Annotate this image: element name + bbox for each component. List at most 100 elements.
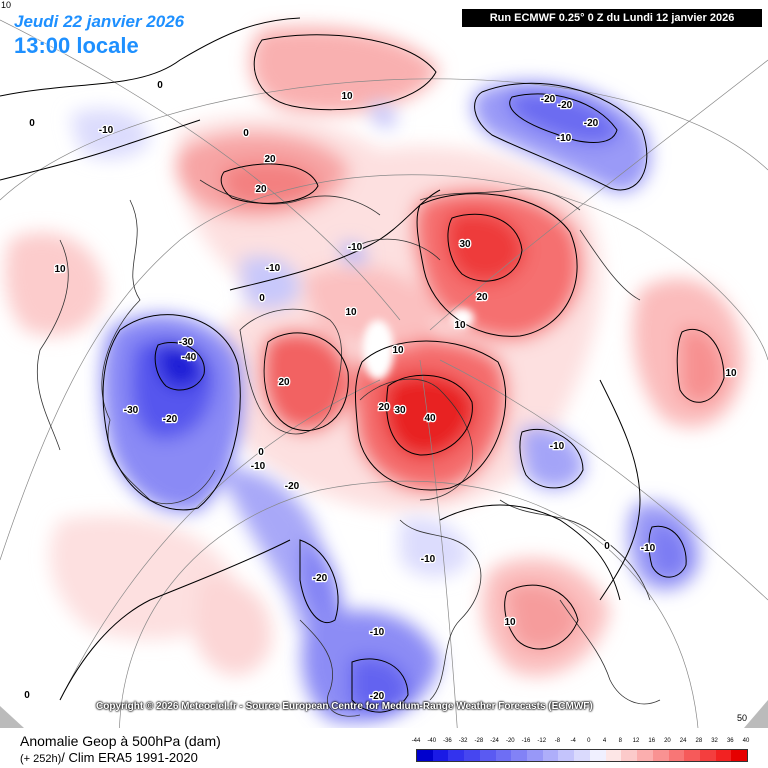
contour-label: -10 — [99, 125, 114, 136]
contour-label: 10 — [54, 264, 66, 275]
contour-label: 40 — [424, 413, 436, 424]
legend-swatch — [495, 750, 512, 761]
contour-label: -20 — [285, 481, 300, 492]
contour-label: 20 — [378, 402, 390, 413]
corner-label-top-left: 10 — [1, 0, 12, 10]
copyright-notice: Copyright © 2026 Meteociel.fr - Source E… — [96, 701, 593, 712]
contour-label: 10 — [341, 91, 353, 102]
contour-label: -10 — [421, 554, 436, 565]
corner-hatch-left — [0, 706, 24, 728]
legend-swatch — [417, 750, 433, 761]
contour-label: 0 — [259, 293, 265, 304]
corner-label-bottom-right: 50 — [737, 713, 748, 723]
contour-label: -10 — [557, 133, 572, 144]
contour-label: 20 — [278, 377, 290, 388]
legend-label: -16 — [521, 738, 531, 744]
legend-swatch — [605, 750, 622, 761]
contour-label: 20 — [476, 292, 488, 303]
legend-label: -44 — [411, 738, 421, 744]
legend-swatch — [621, 750, 638, 761]
contour-label: 10 — [725, 368, 737, 379]
legend-label: 16 — [648, 738, 656, 744]
legend-swatch — [589, 750, 606, 761]
legend-swatch — [542, 750, 559, 761]
contour-label: 0 — [258, 447, 264, 458]
valid-date: Jeudi 22 janvier 2026 — [14, 12, 185, 31]
graticule — [0, 19, 768, 768]
contour-label: -20 — [558, 100, 573, 111]
contour-label: -10 — [348, 242, 363, 253]
contour-label: 0 — [24, 690, 30, 701]
contour-label: 0 — [243, 128, 249, 139]
legend-scale-labels: -44 -40 -36 -32 -28 -24 -20 -16 -12 -8 -4 0 4 8 12 16 20… — [412, 738, 750, 748]
legend-swatch — [731, 750, 748, 761]
valid-time: 13:00 locale — [14, 33, 139, 58]
contour-label: 20 — [255, 184, 267, 195]
legend-swatch — [527, 750, 543, 761]
legend-label: 28 — [695, 738, 703, 744]
contour-label: -10 — [370, 627, 385, 638]
legend-swatch — [668, 750, 685, 761]
contour-label: -20 — [541, 94, 556, 105]
legend-color-bar — [416, 749, 748, 762]
legend-label: 0 — [587, 738, 591, 744]
contour-label: -20 — [584, 118, 599, 129]
legend-swatch — [652, 750, 669, 761]
contour-label: 10 — [454, 320, 466, 331]
legend-swatch — [479, 750, 496, 761]
legend-label: -28 — [474, 738, 484, 744]
contour-label: 10 — [345, 307, 357, 318]
contour-label: 0 — [29, 118, 35, 129]
legend-label: -32 — [458, 738, 468, 744]
climatology-label: / Clim ERA5 1991-2020 — [61, 750, 198, 765]
contour-label: -30 — [124, 405, 139, 416]
legend-label: 32 — [711, 738, 718, 744]
contour-lines — [0, 17, 725, 713]
contour-label: 20 — [264, 154, 276, 165]
anomaly-fields — [5, 26, 745, 723]
legend-swatch — [558, 750, 575, 761]
contour-label: -10 — [266, 263, 281, 274]
contour-label: -30 — [179, 337, 194, 348]
legend-label: 36 — [726, 738, 734, 744]
legend-label: 20 — [664, 738, 671, 744]
contour-label: -10 — [550, 441, 565, 452]
legend-label: -4 — [570, 738, 576, 744]
contour-label: -40 — [182, 352, 197, 363]
legend-label: -24 — [490, 738, 499, 744]
legend-label: -36 — [443, 738, 452, 744]
contour-label: -10 — [251, 461, 266, 472]
contour-label: 10 — [504, 617, 516, 628]
corner-hatch-right — [744, 700, 768, 728]
legend-label: 8 — [618, 738, 622, 744]
contour-label: -20 — [313, 573, 328, 584]
map-subtitle: (+ 252h)/ Clim ERA5 1991-2020 — [20, 750, 198, 765]
legend-swatch — [448, 750, 465, 761]
legend-label: 40 — [742, 738, 750, 744]
contour-labels: 00-101002020-20-20-20-10-10-103010200101… — [23, 79, 738, 704]
forecast-hour: (+ 252h) — [20, 753, 62, 765]
run-info: Run ECMWF 0.25° 0 Z du Lundi 12 janvier … — [462, 9, 762, 27]
legend-swatch — [574, 750, 590, 761]
contour-label: 0 — [157, 80, 163, 91]
map-title: Anomalie Geop à 500hPa (dam) — [20, 733, 221, 749]
legend-label: -8 — [554, 738, 561, 744]
legend-label: -20 — [505, 738, 515, 744]
legend-label: -40 — [427, 738, 437, 744]
contour-label: -20 — [370, 691, 385, 702]
legend-label: 4 — [602, 738, 607, 744]
legend-swatch — [699, 750, 716, 761]
legend-swatch — [684, 750, 700, 761]
legend-label: -12 — [537, 738, 547, 744]
legend-swatch — [432, 750, 449, 761]
contour-label: -20 — [163, 414, 178, 425]
contour-label: -10 — [641, 543, 656, 554]
contour-label: 10 — [392, 345, 404, 356]
legend-swatch — [715, 750, 732, 761]
contour-label: 30 — [459, 239, 471, 250]
contour-label: 0 — [604, 541, 610, 552]
legend-label: 12 — [632, 738, 640, 744]
legend-swatch — [637, 750, 653, 761]
